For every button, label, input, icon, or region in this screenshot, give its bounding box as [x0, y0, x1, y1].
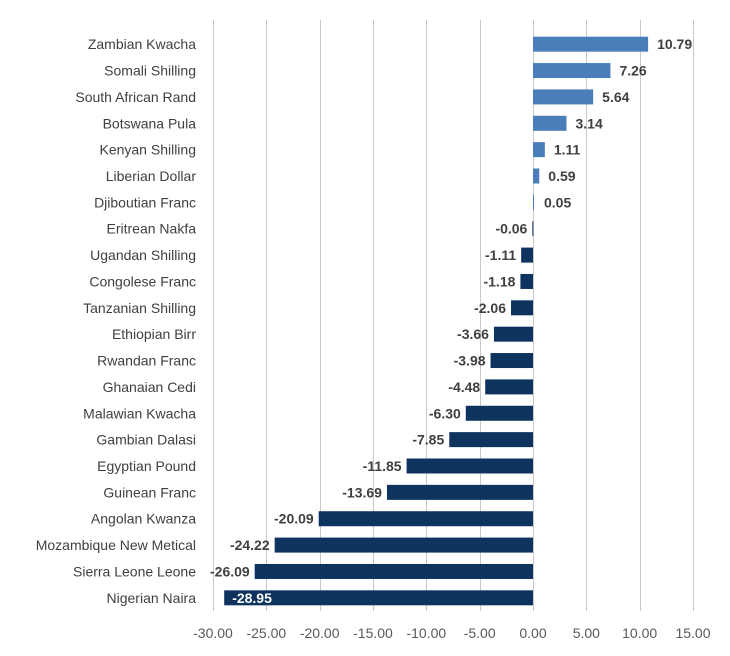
category-label: Liberian Dollar [106, 168, 197, 184]
value-labels: 10.79 7.26 5.643.14 1.11 0.59 0.05 -0.06 -1.11 -… [210, 36, 692, 606]
category-label: Mozambique New Metical [36, 537, 196, 553]
category-label: Ethiopian Birr [112, 326, 196, 342]
bar [449, 432, 533, 448]
category-label: Tanzanian Shilling [83, 300, 196, 316]
category-label: Rwandan Franc [97, 353, 196, 369]
category-label: South African Rand [75, 89, 196, 105]
bar [533, 168, 540, 184]
value-label: -6.30 [429, 405, 461, 421]
value-label: -3.66 [457, 326, 489, 342]
value-label: 1.11 [554, 142, 581, 158]
bar [465, 405, 533, 421]
x-tick-label: 15.00 [675, 625, 710, 641]
value-label: -4.48 [448, 379, 480, 395]
bar [533, 194, 534, 210]
bar [386, 484, 533, 500]
value-label: -3.98 [454, 353, 486, 369]
category-label: Ugandan Shilling [90, 247, 196, 263]
bar [490, 353, 533, 369]
bar [520, 273, 533, 289]
value-label: 0.59 [548, 168, 575, 184]
x-tick-label: -15.00 [353, 625, 393, 641]
value-label: -26.09 [210, 563, 250, 579]
x-tick-label: -20.00 [300, 625, 340, 641]
bar [533, 115, 567, 131]
category-label: Congolese Franc [89, 273, 196, 289]
value-label: -11.85 [363, 458, 402, 474]
category-label: Malawian Kwacha [83, 405, 196, 421]
bar [533, 142, 545, 158]
bar [533, 63, 611, 79]
x-tick-label: -5.00 [464, 625, 496, 641]
category-label: Djiboutian Franc [94, 194, 196, 210]
bar [406, 458, 533, 474]
category-label: Guinean Franc [103, 484, 196, 500]
value-label: -20.09 [274, 511, 314, 527]
value-label: 7.26 [619, 63, 646, 79]
value-label: -0.06 [495, 221, 527, 237]
category-label: Nigerian Naira [107, 590, 197, 606]
value-label: 0.05 [544, 194, 571, 210]
value-label: 5.64 [602, 89, 629, 105]
category-label: Sierra Leone Leone [73, 563, 196, 579]
category-label: Zambian Kwacha [88, 36, 196, 52]
category-label: Kenyan Shilling [99, 142, 196, 158]
x-tick-label: -10.00 [406, 625, 446, 641]
value-label: -24.22 [230, 537, 270, 553]
x-tick-label: -30.00 [193, 625, 233, 641]
x-tick-label: 0.00 [519, 625, 546, 641]
value-label: -1.18 [483, 273, 515, 289]
value-label: -13.69 [342, 484, 382, 500]
category-label: Botswana Pula [103, 115, 197, 131]
category-label: Ghanaian Cedi [103, 379, 196, 395]
value-label: 3.14 [575, 115, 602, 131]
bar [511, 300, 533, 316]
value-label: 10.79 [657, 36, 692, 52]
x-tick-label: 5.00 [573, 625, 600, 641]
x-axis-tick-labels: -30.00 -25.00 -20.00 -15.00 -10.00 -5.00 0.00 5… [193, 625, 711, 641]
bar [274, 537, 533, 553]
category-label: Somali Shilling [104, 63, 196, 79]
bar [533, 89, 594, 105]
bars [224, 36, 649, 606]
bar [254, 563, 533, 579]
x-tick-label: -25.00 [246, 625, 286, 641]
bar [224, 590, 533, 606]
category-label: Eritrean Nakfa [107, 221, 197, 237]
category-labels: Zambian Kwacha Somali Shilling South Afric… [36, 36, 197, 606]
bar [318, 511, 533, 527]
value-label: -7.85 [412, 432, 444, 448]
category-label: Egyptian Pound [97, 458, 196, 474]
value-label: -28.95 [232, 590, 272, 606]
category-label: Gambian Dalasi [96, 432, 196, 448]
x-tick-label: 10.00 [622, 625, 657, 641]
bar [533, 36, 649, 52]
bar [532, 221, 534, 237]
value-label: -1.11 [485, 247, 516, 263]
bar [493, 326, 533, 342]
bar [485, 379, 533, 395]
category-label: Angolan Kwanza [91, 511, 196, 527]
value-label: -2.06 [474, 300, 506, 316]
bar [521, 247, 533, 263]
